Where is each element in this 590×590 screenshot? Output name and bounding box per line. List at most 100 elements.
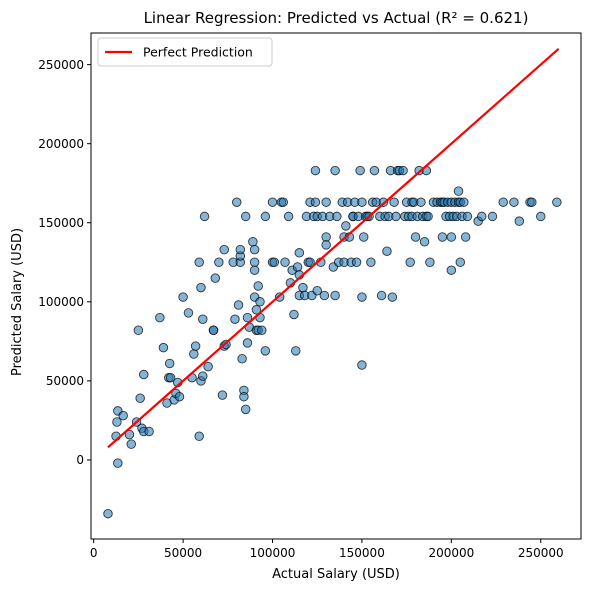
- data-point: [487, 211, 498, 222]
- data-point: [251, 304, 262, 315]
- data-point: [237, 353, 247, 364]
- data-point: [498, 197, 508, 207]
- data-point: [321, 240, 331, 250]
- data-point: [321, 232, 331, 242]
- data-point: [459, 197, 469, 207]
- data-point: [124, 429, 135, 440]
- data-point: [425, 257, 435, 268]
- data-point: [248, 236, 258, 247]
- data-point: [139, 369, 149, 380]
- data-point: [382, 246, 392, 256]
- data-point: [190, 341, 201, 351]
- data-point: [387, 292, 398, 302]
- data-point: [165, 372, 176, 383]
- data-point: [203, 361, 213, 372]
- x-tick-label: 200000: [428, 546, 474, 560]
- data-point: [198, 314, 208, 324]
- data-point: [332, 211, 342, 222]
- data-point: [294, 248, 305, 258]
- data-point: [135, 393, 145, 404]
- data-point: [189, 349, 199, 359]
- x-axis-ticks: 0 50000 100000 150000 200000 250000: [90, 539, 564, 560]
- data-point: [214, 257, 224, 268]
- data-point: [194, 431, 204, 441]
- data-point: [208, 325, 219, 336]
- data-point: [477, 211, 487, 222]
- data-point: [514, 216, 525, 226]
- data-point: [423, 211, 433, 222]
- x-tick-label: 0: [90, 546, 98, 560]
- data-point: [217, 390, 228, 400]
- data-point: [341, 221, 351, 231]
- x-axis-label: Actual Salary (USD): [272, 567, 400, 582]
- data-point: [351, 257, 362, 268]
- data-point: [319, 290, 330, 301]
- data-point: [164, 358, 175, 369]
- data-point: [133, 325, 144, 336]
- data-point: [310, 197, 321, 207]
- data-point: [280, 257, 290, 268]
- data-point: [358, 232, 369, 242]
- data-point: [391, 211, 401, 222]
- data-point: [257, 325, 267, 336]
- data-point: [278, 197, 288, 207]
- plot-frame: [90, 32, 582, 540]
- data-point: [118, 410, 128, 421]
- perfect-prediction-line: [107, 47, 560, 449]
- data-point: [194, 257, 204, 268]
- data-point: [369, 165, 380, 176]
- data-point: [289, 309, 299, 320]
- data-point: [330, 165, 340, 176]
- y-tick-label: 50000: [46, 374, 84, 388]
- data-point: [389, 197, 399, 207]
- data-point: [219, 244, 229, 255]
- data-point: [103, 508, 113, 519]
- data-point: [410, 232, 421, 242]
- data-point: [231, 197, 242, 207]
- data-point: [249, 265, 260, 275]
- data-point: [249, 257, 260, 268]
- data-point: [255, 297, 265, 307]
- legend-box: [97, 37, 273, 67]
- data-point: [155, 312, 165, 323]
- data-point: [198, 371, 208, 381]
- data-point: [112, 417, 122, 427]
- data-point: [144, 426, 154, 437]
- data-point: [312, 285, 322, 296]
- data-point: [230, 314, 240, 324]
- y-tick-label: 200000: [38, 137, 84, 151]
- data-point: [126, 439, 136, 449]
- data-point: [283, 211, 294, 222]
- data-point: [330, 290, 340, 301]
- data-point: [269, 257, 280, 268]
- data-point: [446, 232, 457, 242]
- data-point: [253, 281, 263, 291]
- data-point: [321, 197, 331, 207]
- data-point: [113, 458, 123, 468]
- data-point: [453, 186, 464, 196]
- data-point: [437, 232, 448, 242]
- data-point: [242, 312, 253, 323]
- data-point: [260, 346, 271, 356]
- data-point: [509, 197, 519, 207]
- data-point: [310, 165, 321, 176]
- data-point: [235, 244, 246, 255]
- data-point: [536, 211, 546, 222]
- y-tick-label: 100000: [38, 295, 84, 309]
- data-point: [357, 360, 367, 370]
- data-point: [552, 197, 562, 207]
- data-point: [174, 391, 185, 402]
- data-point: [298, 282, 308, 293]
- data-point: [460, 232, 471, 242]
- data-point: [158, 342, 169, 353]
- data-point: [240, 404, 251, 415]
- data-point: [527, 197, 537, 207]
- data-point: [405, 257, 415, 268]
- legend: Perfect Prediction: [97, 37, 273, 67]
- data-point: [305, 257, 315, 268]
- data-point: [366, 257, 376, 268]
- data-point: [210, 273, 221, 283]
- data-point: [267, 197, 278, 207]
- data-point: [398, 165, 408, 176]
